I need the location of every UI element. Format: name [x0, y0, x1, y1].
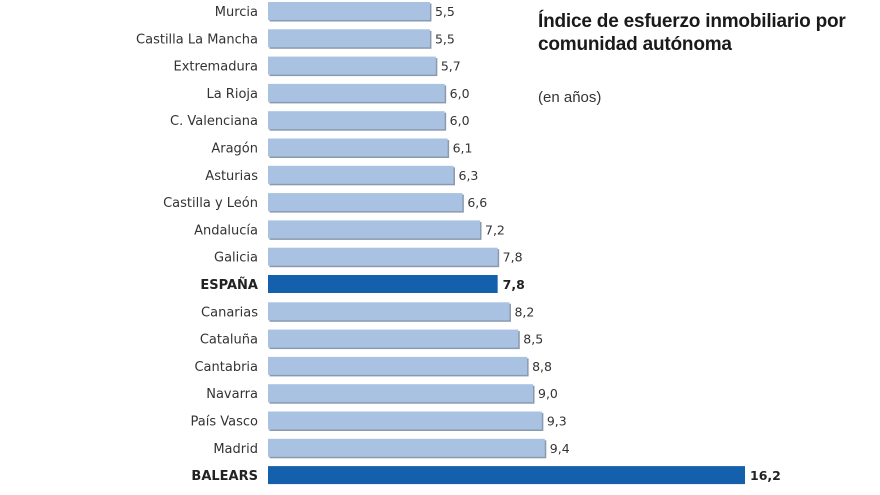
- category-label: La Rioja: [206, 87, 258, 102]
- value-label: 8,5: [523, 332, 543, 347]
- bar: [268, 329, 519, 348]
- value-label: 6,1: [453, 141, 473, 156]
- category-label: Madrid: [213, 442, 258, 457]
- value-label: 7,8: [503, 277, 525, 292]
- value-label: 9,4: [550, 441, 570, 456]
- value-label: 6,0: [450, 113, 470, 128]
- value-label: 9,3: [547, 414, 567, 429]
- bar: [268, 111, 445, 130]
- value-label: 5,5: [435, 31, 455, 46]
- bar: [268, 83, 445, 102]
- value-label: 5,5: [435, 4, 455, 19]
- category-label: Castilla y León: [163, 196, 258, 211]
- category-label: Galicia: [214, 251, 258, 266]
- bar: [268, 411, 542, 430]
- category-label: Cantabria: [194, 360, 258, 375]
- bar: [268, 247, 498, 266]
- value-label: 8,2: [514, 304, 534, 319]
- value-label: 7,2: [485, 222, 505, 237]
- value-label: 6,0: [450, 86, 470, 101]
- value-label: 5,7: [441, 59, 461, 74]
- value-label: 6,6: [467, 195, 487, 210]
- bar: [268, 220, 480, 239]
- category-label: Canarias: [201, 305, 258, 320]
- bar: [268, 275, 498, 293]
- category-label: Cataluña: [200, 333, 258, 348]
- bar: [268, 438, 545, 457]
- category-label: Andalucía: [194, 223, 258, 238]
- bar: [268, 384, 533, 403]
- bar: [268, 165, 454, 184]
- category-label: Aragón: [211, 142, 258, 157]
- value-label: 7,8: [503, 250, 523, 265]
- category-label: Murcia: [215, 5, 258, 20]
- category-label: C. Valenciana: [170, 114, 258, 129]
- value-label: 16,2: [750, 468, 781, 483]
- chart-title: Índice de esfuerzo inmobiliario por comu…: [538, 11, 846, 55]
- category-label: Castilla La Mancha: [136, 32, 258, 47]
- bar: [268, 29, 430, 48]
- bar: [268, 193, 463, 212]
- value-label: 9,0: [538, 386, 558, 401]
- bar: [268, 466, 745, 485]
- category-label: ESPAÑA: [200, 277, 258, 293]
- category-label: BALEARS: [191, 469, 258, 484]
- category-label: Navarra: [206, 387, 258, 402]
- bar: [268, 2, 430, 20]
- bar: [268, 138, 448, 157]
- category-label: Asturias: [205, 169, 258, 184]
- bar: [268, 56, 436, 75]
- value-label: 8,8: [532, 359, 552, 374]
- bar: [268, 356, 528, 375]
- category-label: Extremadura: [174, 60, 259, 75]
- value-label: 6,3: [459, 168, 479, 183]
- chart-subtitle: (en años): [538, 89, 602, 106]
- bar: [268, 302, 510, 321]
- category-label: País Vasco: [191, 415, 259, 430]
